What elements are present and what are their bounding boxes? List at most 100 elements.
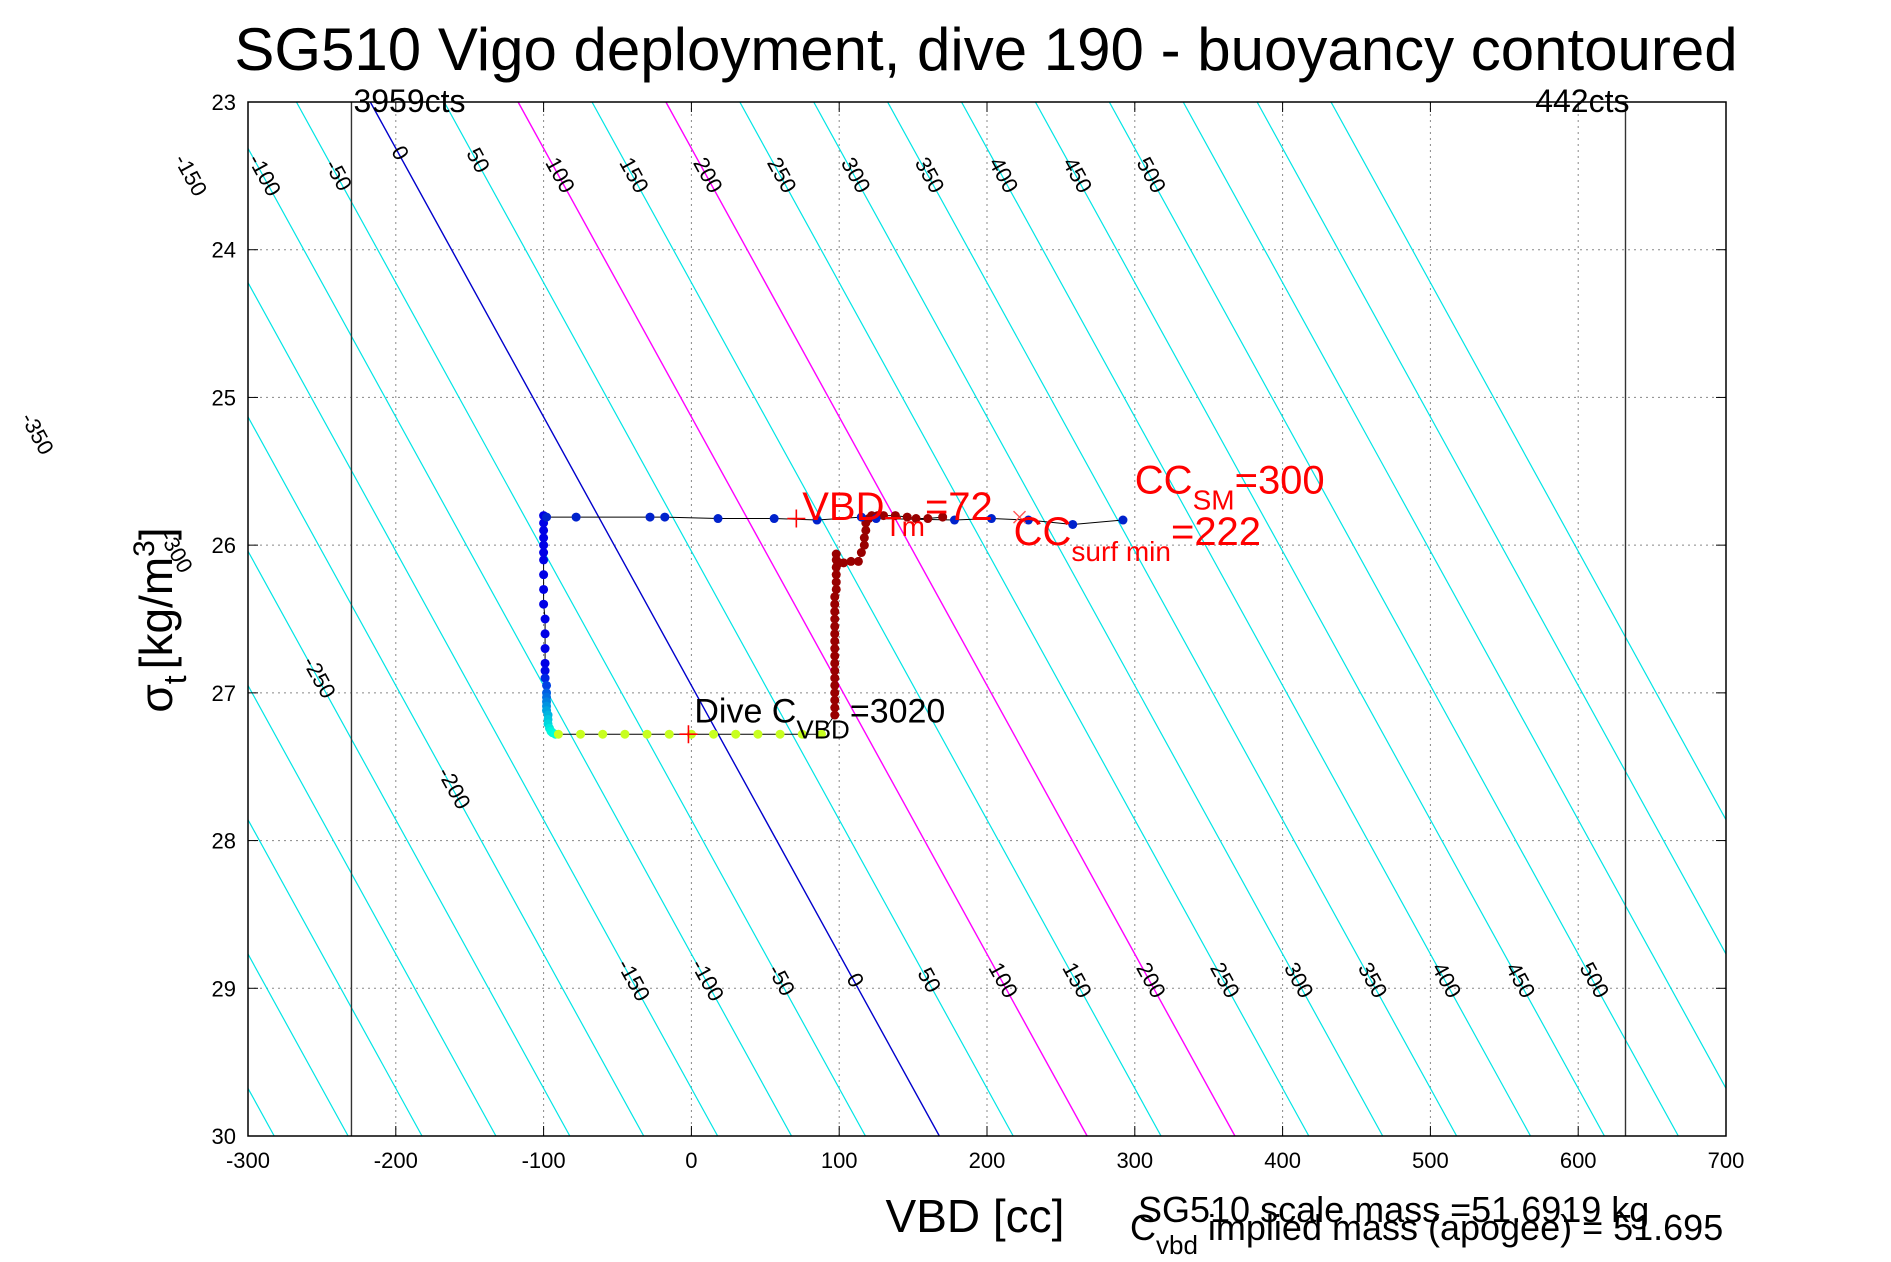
dive-point [539,548,549,558]
contour-line-highlight [517,102,1088,1136]
surface-point [542,512,552,522]
annotation-value: =300 [1235,458,1325,502]
contour-line [887,102,1458,1136]
annotation-sub: SM [1193,484,1235,515]
count-limit-label: 3959cts [353,83,465,119]
climb-point [839,558,849,568]
bottom-point [709,729,719,739]
dive-point [539,584,549,594]
climb-point [830,710,840,720]
contour-line [248,952,349,1136]
climb-point [830,658,840,668]
y-tick-label: 23 [212,90,236,115]
surface-point [856,512,866,522]
bottom-point [797,729,807,739]
x-axis-label: VBD [cc] [886,1190,1065,1242]
climb-point [830,621,840,631]
annotation: CCsurf min=222 [1014,510,1261,567]
surface-point [660,512,670,522]
climb-point [830,695,840,705]
climb-point [830,614,840,624]
annotation-sub: surf min [1071,536,1171,567]
dive-point [540,673,550,683]
y-tick-label: 25 [212,385,236,410]
annotation: VBDTm=72 [802,485,993,542]
chart-title: SG510 Vigo deployment, dive 190 - buoyan… [234,16,1737,83]
climb-point [830,607,840,617]
y-label-sigma: σ [130,684,182,712]
annotation-main: CC [1135,458,1193,502]
y-label-sub: t [157,675,193,684]
x-tick-label: 600 [1560,1148,1597,1173]
surface-point [769,514,779,524]
climb-point [830,666,840,676]
x-tick-label: 700 [1708,1148,1745,1173]
bottom-point [816,729,826,739]
x-tick-label: 100 [821,1148,858,1173]
annotation-value: =72 [925,485,993,529]
contour-line [0,102,126,1136]
contour-line [248,147,793,1136]
plus-marker [787,509,806,528]
annotation-value: =3020 [850,692,946,730]
annotation-main: VBD [802,485,884,529]
footer-c-sub: vbd [1156,1230,1198,1260]
climb-point [853,556,863,566]
contour-line [813,102,1384,1136]
surface-point [812,515,822,525]
dive-point [539,555,549,565]
bottom-point [753,729,763,739]
climb-point [831,549,841,559]
bottom-point [598,729,608,739]
svg-text:σt[kg/m3]: σt [kg/m3] [128,527,193,712]
bottom-point [642,729,652,739]
climb-point [830,636,840,646]
y-tick-label: 30 [212,1124,236,1149]
surface-point [949,515,959,525]
contour-line [295,102,866,1136]
bottom-point [664,729,674,739]
contour-line [248,684,497,1136]
plus-marker [679,725,698,744]
markers [679,509,1027,744]
dive-point [539,570,549,580]
y-tick-label: 24 [212,238,236,263]
climb-point [938,512,948,522]
climb-point [846,556,856,566]
surface-point [713,514,723,524]
x-tick-label: 300 [1116,1148,1153,1173]
y-tick-label: 26 [212,533,236,558]
climb-point [861,525,871,535]
contour-line [739,102,1310,1136]
climb-point [911,514,921,524]
y-tick-label: 28 [212,829,236,854]
y-label-units-pre: [kg/m [130,557,182,669]
footer-implied-text: implied mass (apogee) = 51.695 [1208,1207,1723,1248]
dive-point [540,614,550,624]
dive-point [540,644,550,654]
surface-point [1023,515,1033,525]
contour-label: -150 [169,150,212,201]
dive-point [539,525,549,535]
dive-point [539,533,549,543]
climb-point [830,673,840,683]
y-label-units-post: ] [130,527,182,540]
annotation-value: =222 [1171,510,1261,554]
y-tick-label: 29 [212,976,236,1001]
dive-point [542,680,552,690]
surface-point [986,514,996,524]
x-marker [1013,510,1027,524]
climb-point [830,629,840,639]
y-label-units-sup: 3 [128,540,161,557]
contour-line [1330,102,1726,822]
contour-line [1034,102,1605,1136]
contour-line [591,102,1162,1136]
climb-point [879,511,889,521]
contour-line [248,281,719,1136]
count-limit-lines: 3959cts 442cts [350,83,1629,1136]
dive-point [539,599,549,609]
contour-line [248,818,423,1136]
x-tick-label: 200 [969,1148,1006,1173]
annotation-sub: VBD [796,714,849,744]
